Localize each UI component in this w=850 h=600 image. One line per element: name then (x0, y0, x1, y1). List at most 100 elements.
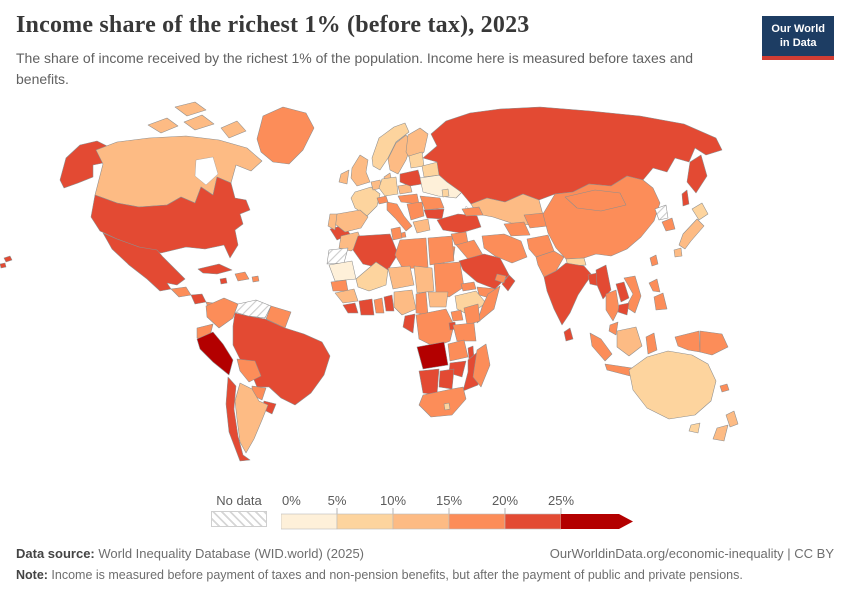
country-nicaragua[interactable] (190, 293, 207, 305)
country-mali[interactable] (355, 261, 389, 292)
country-mongolia[interactable] (564, 189, 627, 212)
country-western-sahara[interactable] (326, 247, 349, 265)
country-philippines-1[interactable] (648, 278, 661, 293)
no-data-swatch[interactable] (211, 511, 267, 527)
country-greenland[interactable] (256, 106, 315, 165)
country-mauritania[interactable] (328, 260, 357, 282)
country-venezuela[interactable] (234, 299, 272, 319)
country-austria-hungary[interactable] (397, 193, 420, 205)
country-south-africa[interactable] (418, 386, 467, 418)
country-sumatra[interactable] (589, 332, 613, 362)
country-gulf-states[interactable] (494, 273, 507, 284)
country-ivory-coast[interactable] (358, 298, 375, 316)
country-greece[interactable] (412, 218, 431, 234)
country-hawaii-2[interactable] (0, 262, 7, 269)
country-sulawesi[interactable] (645, 332, 658, 355)
country-canada[interactable] (94, 135, 263, 208)
country-colombia[interactable] (205, 297, 239, 329)
country-papua-new-guinea[interactable] (699, 330, 729, 356)
country-nigeria[interactable] (393, 289, 417, 316)
country-usa[interactable] (90, 176, 251, 259)
legend-color-scale[interactable]: 0% 5% 10% 15% 20% 25% (281, 493, 637, 531)
country-finland[interactable] (405, 127, 429, 163)
country-ireland[interactable] (338, 169, 350, 185)
country-drc[interactable] (415, 308, 455, 348)
owid-link[interactable]: OurWorldinData.org/economic-inequality |… (549, 546, 834, 561)
country-west-papua[interactable] (674, 330, 701, 353)
country-brazil[interactable] (232, 312, 331, 406)
country-italy[interactable] (386, 201, 413, 232)
country-libya[interactable] (394, 237, 429, 270)
country-ghana[interactable] (373, 297, 385, 314)
country-somalia[interactable] (476, 285, 501, 324)
country-madagascar[interactable] (472, 343, 491, 388)
country-sri-lanka[interactable] (563, 327, 574, 342)
country-uk[interactable] (350, 154, 371, 187)
country-russia-kamchatka[interactable] (686, 154, 708, 194)
country-sudan[interactable] (433, 261, 465, 298)
legend-swatch-25-plus-arrow[interactable] (561, 514, 633, 529)
country-cuba[interactable] (197, 263, 233, 275)
country-new-caledonia[interactable] (719, 383, 730, 393)
country-japan-hokkaido[interactable] (691, 202, 709, 221)
country-puerto-rico[interactable] (251, 275, 260, 283)
country-cambodia[interactable] (617, 302, 630, 316)
legend-no-data[interactable]: No data (211, 493, 267, 527)
country-eritrea[interactable] (460, 281, 477, 292)
country-kenya[interactable] (463, 303, 481, 326)
country-congo[interactable] (402, 313, 416, 334)
country-senegal[interactable] (330, 279, 349, 292)
country-uganda[interactable] (450, 309, 464, 322)
country-india[interactable] (543, 262, 593, 326)
country-chad[interactable] (413, 265, 435, 294)
legend-swatch-0-5[interactable] (281, 513, 338, 530)
country-arctic-island-4[interactable] (174, 101, 207, 117)
country-new-zealand-north[interactable] (725, 410, 739, 428)
country-australia[interactable] (628, 350, 717, 420)
legend-swatch-5-10[interactable] (336, 513, 394, 530)
country-arctic-island-1[interactable] (147, 117, 179, 134)
country-arctic-island-3[interactable] (220, 120, 247, 139)
country-switzerland[interactable] (376, 195, 389, 205)
country-sierra-leone[interactable] (342, 302, 359, 314)
world-choropleth-map[interactable] (0, 98, 850, 483)
country-romania[interactable] (419, 195, 445, 211)
country-egypt[interactable] (427, 235, 455, 266)
country-norway[interactable] (371, 122, 410, 171)
legend-swatch-20-25[interactable] (504, 513, 562, 530)
owid-logo[interactable]: Our World in Data (762, 16, 834, 60)
country-chile[interactable] (225, 376, 251, 462)
country-namibia[interactable] (418, 368, 440, 396)
country-angola[interactable] (416, 341, 449, 370)
country-iran[interactable] (481, 233, 528, 264)
country-zambia[interactable] (447, 339, 469, 362)
country-poland[interactable] (399, 169, 423, 187)
country-tunisia[interactable] (390, 226, 403, 241)
legend-swatch-10-15[interactable] (392, 513, 450, 530)
country-japan-honshu[interactable] (678, 218, 705, 250)
country-lesotho[interactable] (443, 402, 451, 411)
country-south-korea[interactable] (661, 217, 676, 232)
legend-swatch-15-20[interactable] (448, 513, 506, 530)
country-peru[interactable] (196, 331, 234, 376)
country-jamaica[interactable] (219, 277, 228, 285)
country-japan-kyushu[interactable] (673, 247, 683, 258)
country-north-korea[interactable] (654, 204, 669, 221)
country-moldova[interactable] (441, 188, 450, 198)
country-germany[interactable] (378, 176, 399, 197)
country-guatemala[interactable] (170, 286, 192, 298)
country-malaysia[interactable] (608, 321, 619, 336)
country-mexico[interactable] (102, 232, 186, 292)
country-portugal[interactable] (327, 213, 338, 231)
country-tasmania[interactable] (688, 422, 701, 434)
country-togo-benin[interactable] (383, 294, 395, 312)
country-turkey[interactable] (436, 213, 482, 234)
country-laos[interactable] (615, 281, 630, 303)
country-niger[interactable] (387, 265, 415, 290)
country-russia[interactable] (422, 106, 723, 205)
country-bulgaria[interactable] (423, 208, 445, 220)
country-cameroon[interactable] (415, 291, 429, 316)
country-thailand[interactable] (605, 289, 620, 322)
country-philippines-2[interactable] (653, 292, 668, 311)
country-botswana[interactable] (438, 368, 455, 390)
